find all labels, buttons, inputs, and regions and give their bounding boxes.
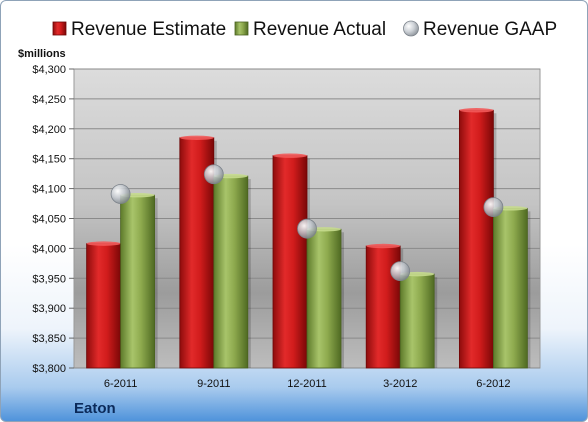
bar-revenue-estimate [458,109,494,369]
y-axis: $3,800 $3,850 $3,900 $3,950 $4,000 $4,050 $4,1… [32,64,74,375]
y-tick-label: $3,850 [32,333,66,345]
bar-top-highlight [86,241,121,246]
y-tick-label: $4,000 [32,243,66,255]
y-tick-label: $3,900 [32,303,66,315]
marker-revenue-gaap [483,197,504,218]
marker-revenue-gaap [110,184,131,204]
gaap-markers [110,164,504,282]
bar-top-highlight [179,135,214,140]
legend: Revenue Estimate Revenue Actual Revenue GA… [52,19,557,40]
x-axis: 6-2011 9-2011 12-2011 3-2012 6-2012 [104,378,511,390]
x-tick-label: 9-2011 [197,378,230,390]
x-tick-label: 3-2012 [383,378,417,390]
bar-revenue-estimate [86,243,121,369]
marker-revenue-gaap [203,164,224,185]
company-name: Eaton [74,400,116,417]
bar-revenue-estimate [272,155,308,369]
bar-revenue-actual [492,207,528,369]
legend-swatch [52,21,67,36]
bar-revenue-actual [306,228,342,369]
y-tick-label: $4,150 [32,154,66,166]
x-tick-label: 12-2011 [287,378,327,390]
y-tick-label: $4,050 [32,214,66,226]
legend-label: Revenue GAAP [423,19,557,40]
bar-revenue-estimate [365,245,401,369]
bar-revenue-actual [399,273,435,369]
marker-revenue-gaap [390,261,411,282]
legend-swatch [403,20,419,37]
x-tick-label: 6-2011 [104,378,137,390]
y-tick-label: $3,800 [32,363,66,375]
y-tick-label: $4,200 [32,124,66,136]
y-tick-label: $4,100 [32,184,66,196]
legend-label: Revenue Estimate [71,19,226,40]
bar-top-highlight [366,243,401,249]
bars [86,108,531,369]
bar-top-highlight [273,153,307,158]
y-tick-label: $4,300 [32,64,66,76]
y-axis-unit-label: $millions [18,48,66,60]
y-tick-label: $4,250 [32,94,66,106]
bar-top-highlight [459,108,494,113]
legend-label: Revenue Actual [253,19,386,40]
y-tick-label: $3,950 [32,273,66,285]
x-tick-label: 6-2012 [476,378,510,390]
legend-swatch [234,21,249,36]
marker-revenue-gaap [297,218,317,239]
bar-revenue-actual [120,194,155,369]
bar-revenue-actual [213,175,249,369]
